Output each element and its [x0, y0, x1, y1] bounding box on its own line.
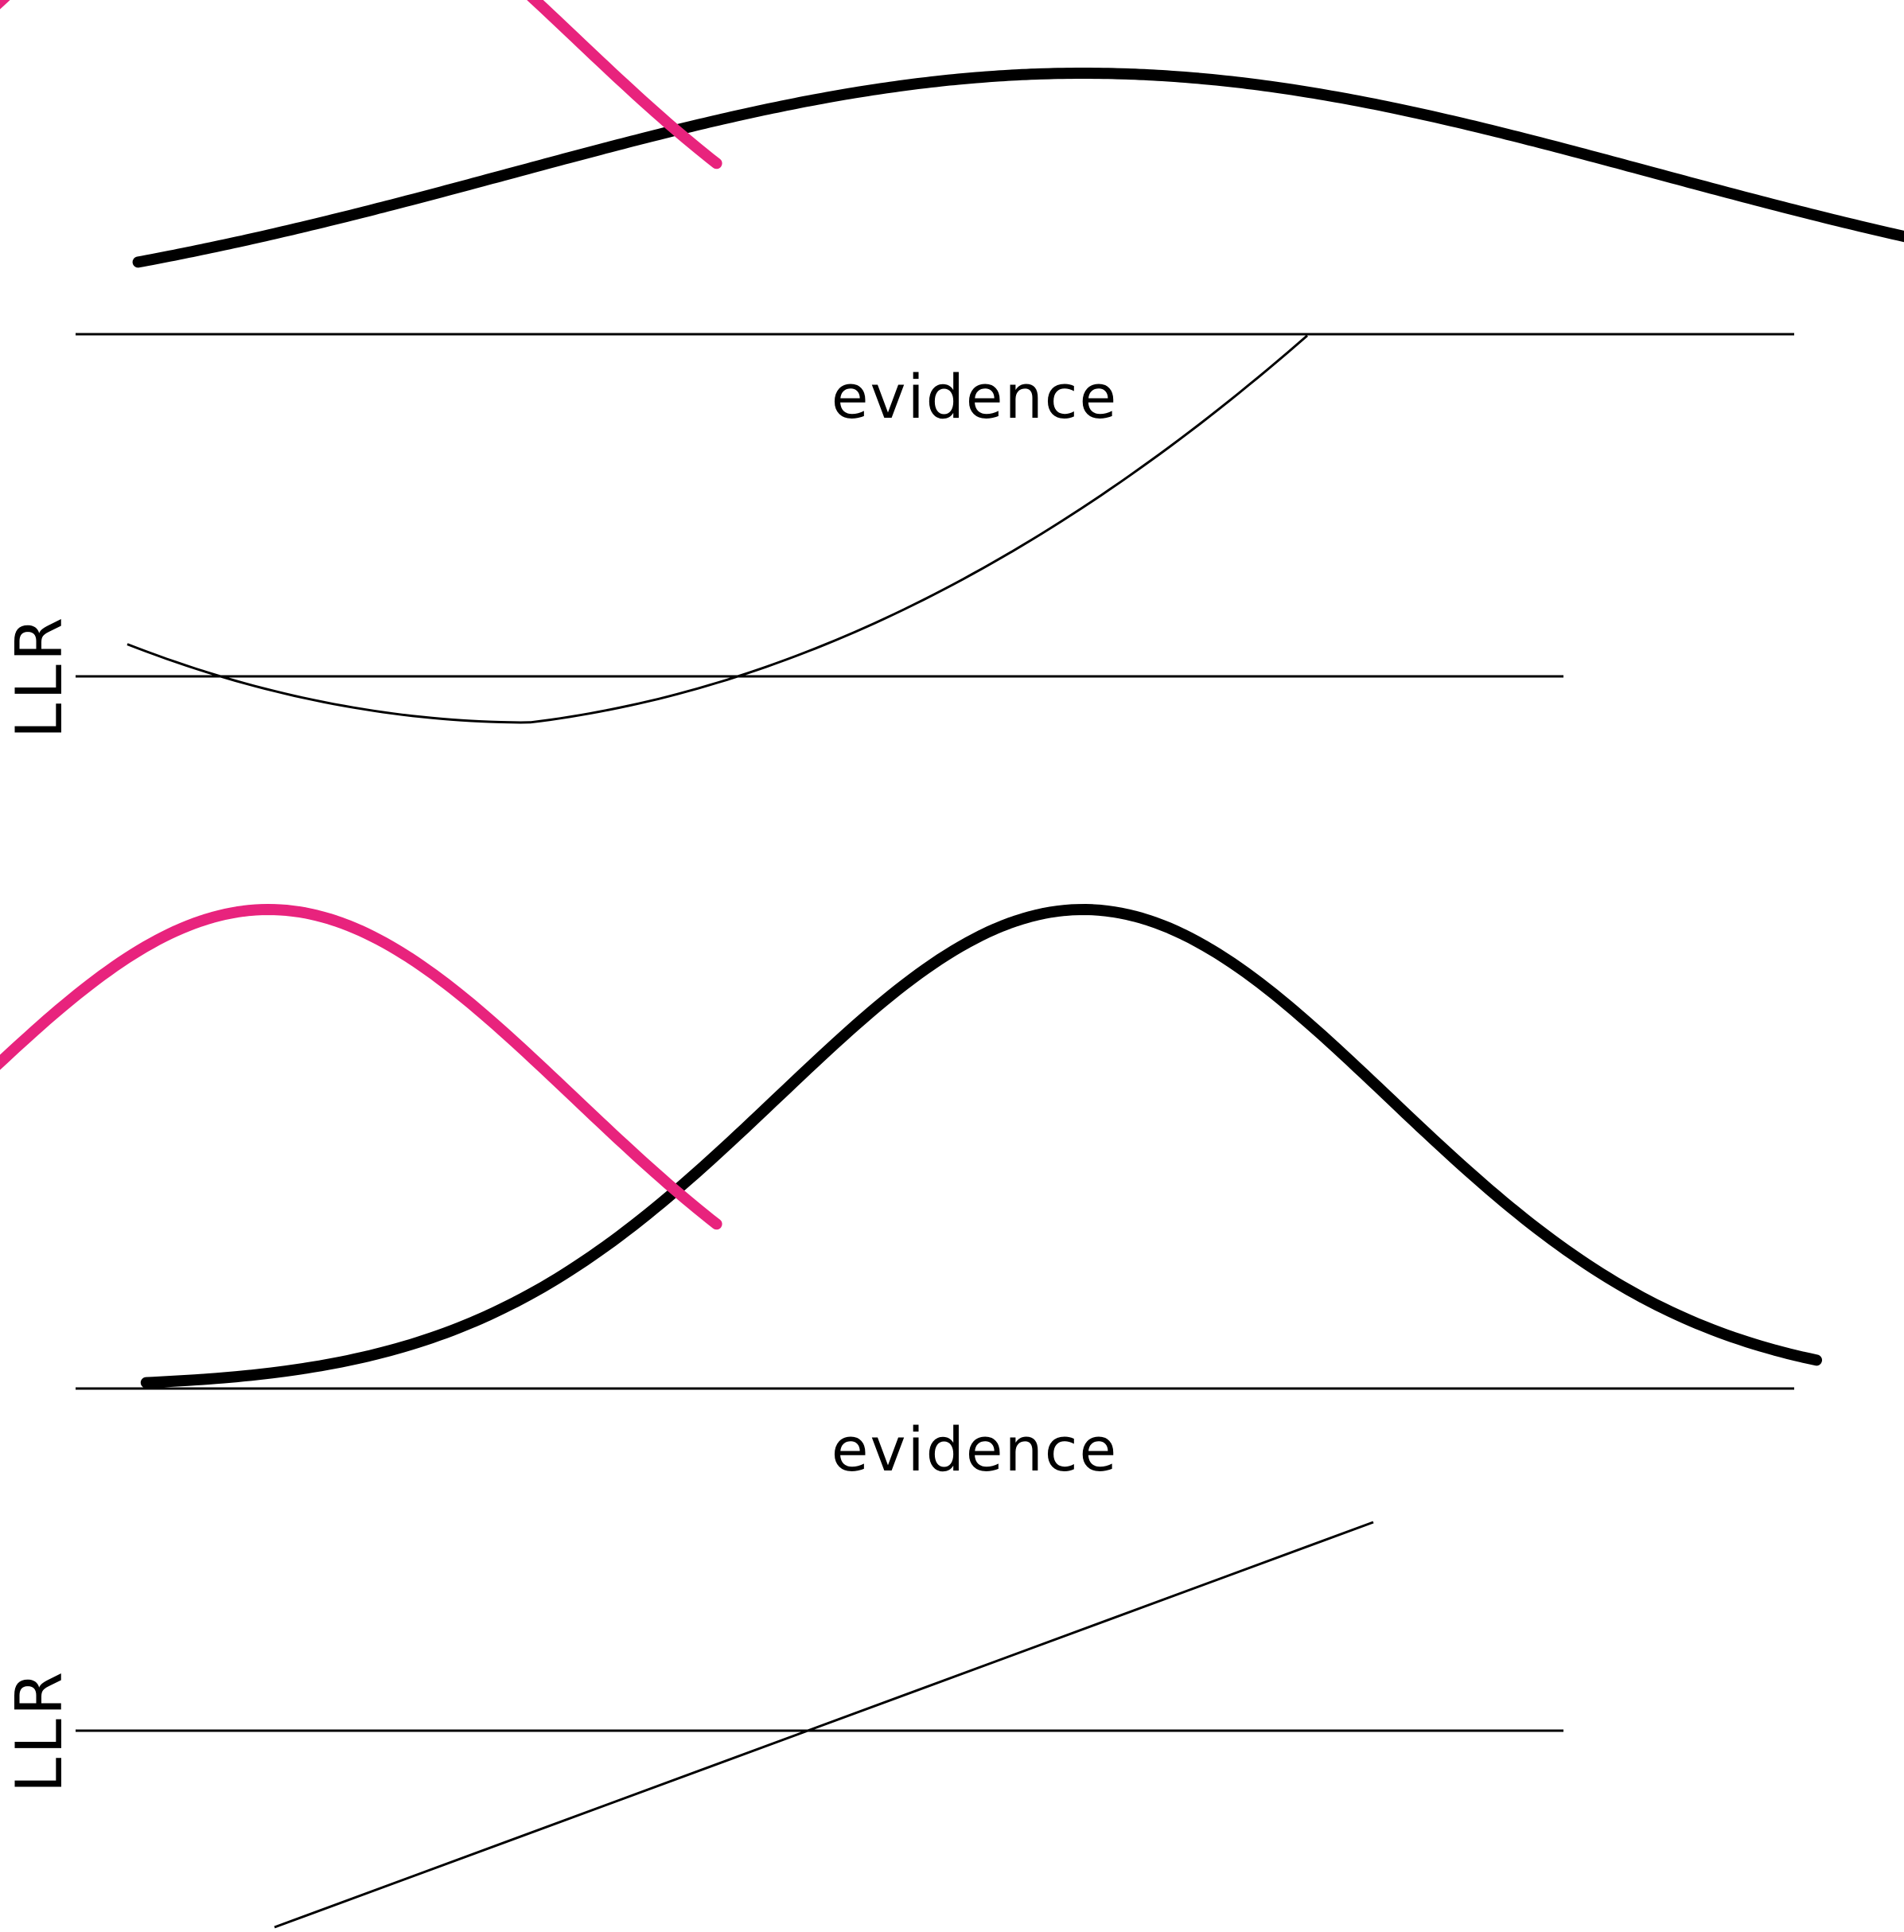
- bottom-llr-label: LLR: [2, 1669, 76, 1794]
- bottom-llr-plot: LLR: [2, 1521, 1563, 1929]
- top-evidence-label: evidence: [831, 361, 1119, 432]
- bottom-evidence-label: evidence: [831, 1414, 1119, 1485]
- top-llr-curve: [127, 334, 1308, 724]
- top-llr-label: LLR: [2, 614, 76, 739]
- bottom-panel: evidence LLR: [0, 904, 1822, 1929]
- top-panel: evidence LLR: [0, 0, 1904, 738]
- top-density-plot: evidence: [0, 0, 1904, 432]
- bottom-black-distribution-curve: [140, 904, 1822, 1389]
- top-llr-plot: LLR: [2, 334, 1563, 739]
- bottom-density-plot: evidence: [0, 904, 1822, 1485]
- bottom-llr-line: [274, 1521, 1374, 1929]
- bottom-pink-distribution-curve: [0, 904, 722, 1230]
- top-pink-distribution-curve: [0, 0, 722, 169]
- top-black-distribution-curve: [132, 68, 1904, 268]
